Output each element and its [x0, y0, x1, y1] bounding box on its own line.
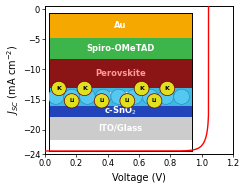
X-axis label: Voltage (V): Voltage (V): [112, 174, 166, 184]
Text: PCE= 20.4%: PCE= 20.4%: [105, 131, 165, 141]
Y-axis label: $J_{SC}$ (mA cm$^{-2}$): $J_{SC}$ (mA cm$^{-2}$): [6, 45, 21, 115]
